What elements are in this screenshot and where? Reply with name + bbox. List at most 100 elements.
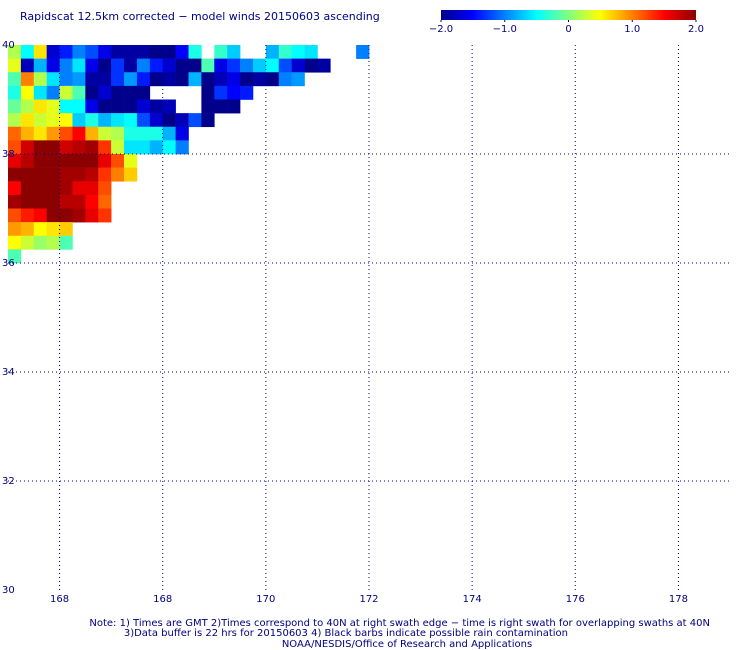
heat-cell-r7-c4 xyxy=(59,140,73,155)
heat-cell-r13-c1 xyxy=(20,222,35,237)
x-tick-label-1: 168 xyxy=(153,594,172,605)
heat-cell-r11-c5 xyxy=(72,194,86,209)
y-tick-label-0: 30 xyxy=(2,585,15,596)
heat-cell-r9-c3 xyxy=(46,167,60,182)
heat-cell-r8-c6 xyxy=(85,154,99,168)
note-line-2: 3)Data buffer is 22 hrs for 20150603 4) … xyxy=(124,628,568,639)
heat-cell-r2-c4 xyxy=(59,72,73,87)
heat-cell-r7-c5 xyxy=(72,140,86,155)
colorbar-tick-label-0: −2.0 xyxy=(429,24,453,35)
heat-cell-r3-c16 xyxy=(214,85,228,100)
heat-cell-r11-c3 xyxy=(46,194,60,209)
heat-cell-r4-c4 xyxy=(59,99,73,114)
heat-cell-r14-c0 xyxy=(8,235,22,250)
heat-cell-r0-c1 xyxy=(20,45,35,59)
heat-cell-r0-c3 xyxy=(46,45,60,59)
heat-cell-r5-c12 xyxy=(162,113,176,128)
heat-cell-r5-c10 xyxy=(136,113,151,128)
heat-cell-r10-c6 xyxy=(85,181,99,196)
heat-cell-r3-c7 xyxy=(98,85,112,100)
heat-cell-r6-c11 xyxy=(149,126,164,141)
heat-cell-r7-c13 xyxy=(175,140,189,155)
heat-cell-r10-c5 xyxy=(72,181,86,196)
heat-cell-r6-c10 xyxy=(136,126,151,141)
heat-cell-r1-c14 xyxy=(188,58,202,73)
colorbar-tick-label-2: 0 xyxy=(565,24,571,35)
heat-cell-r5-c9 xyxy=(124,113,138,128)
heat-cell-r1-c8 xyxy=(111,58,125,73)
heat-cell-r0-c23 xyxy=(304,45,318,59)
heat-cell-r11-c2 xyxy=(33,194,47,209)
heat-cell-r6-c5 xyxy=(72,126,86,141)
heat-cell-r5-c6 xyxy=(85,113,99,128)
heat-cell-r1-c5 xyxy=(72,58,86,73)
y-tick-label-5: 40 xyxy=(2,40,15,51)
heat-cell-r0-c17 xyxy=(227,45,241,59)
heat-cell-r4-c2 xyxy=(33,99,47,114)
heat-cell-r12-c4 xyxy=(59,208,73,223)
heat-cell-r2-c0 xyxy=(8,72,22,87)
heat-cell-r7-c8 xyxy=(111,140,125,155)
heat-cell-r7-c12 xyxy=(162,140,176,155)
heat-cell-r6-c12 xyxy=(162,126,176,141)
heat-cell-r10-c1 xyxy=(20,181,35,196)
heat-cell-r0-c5 xyxy=(72,45,86,59)
heat-cell-r5-c2 xyxy=(33,113,47,128)
heat-cell-r2-c2 xyxy=(33,72,47,87)
heat-cell-r1-c16 xyxy=(214,58,228,73)
heat-cell-r0-c14 xyxy=(188,45,202,59)
heat-cell-r1-c1 xyxy=(20,58,35,73)
heat-cell-r6-c0 xyxy=(8,126,22,141)
heat-cell-r3-c17 xyxy=(227,85,241,100)
heat-cell-r6-c3 xyxy=(46,126,60,141)
y-tick-label-3: 36 xyxy=(2,258,15,269)
heat-cell-r9-c9 xyxy=(124,167,138,182)
colorbar-gradient xyxy=(441,10,696,20)
heat-cell-r13-c4 xyxy=(59,222,73,237)
x-tick-label-3: 172 xyxy=(359,594,378,605)
heat-cell-r5-c13 xyxy=(175,113,189,128)
chart-title: Rapidscat 12.5km corrected − model winds… xyxy=(20,10,380,23)
heat-cell-r8-c0 xyxy=(8,154,22,168)
heat-cell-r7-c6 xyxy=(85,140,99,155)
heat-cell-r4-c7 xyxy=(98,99,112,114)
heat-cell-r6-c9 xyxy=(124,126,138,141)
heat-cell-r6-c8 xyxy=(111,126,125,141)
heat-cell-r0-c12 xyxy=(162,45,176,59)
heat-cell-r0-c2 xyxy=(33,45,47,59)
heat-cell-r8-c3 xyxy=(46,154,60,168)
heat-cell-r1-c22 xyxy=(291,58,305,73)
heat-cell-r2-c14 xyxy=(188,72,202,87)
heat-cell-r4-c9 xyxy=(124,99,138,114)
x-tick-label-6: 178 xyxy=(669,594,688,605)
x-tick-label-5: 176 xyxy=(566,594,585,605)
heat-cell-r5-c11 xyxy=(149,113,164,128)
note-line-1: Note: 1) Times are GMT 2)Times correspon… xyxy=(89,618,710,629)
x-tick-label-4: 174 xyxy=(463,594,482,605)
heat-cell-r2-c15 xyxy=(201,72,215,87)
heat-cell-r7-c1 xyxy=(20,140,35,155)
heat-cell-r10-c2 xyxy=(33,181,47,196)
heat-cell-r2-c7 xyxy=(98,72,112,87)
heat-cell-r8-c9 xyxy=(124,154,138,168)
heat-cell-r6-c1 xyxy=(20,126,35,141)
heat-cell-r4-c6 xyxy=(85,99,99,114)
heat-cell-r1-c17 xyxy=(227,58,241,73)
grid-lines xyxy=(8,45,730,590)
heat-cell-r13-c0 xyxy=(8,222,22,237)
heat-cell-r9-c6 xyxy=(85,167,99,182)
heat-cell-r1-c7 xyxy=(98,58,112,73)
heat-cell-r7-c10 xyxy=(136,140,151,155)
heat-cell-r10-c0 xyxy=(8,181,22,196)
heat-cell-r2-c21 xyxy=(278,72,292,87)
heat-cell-r1-c21 xyxy=(278,58,292,73)
heat-cell-r14-c3 xyxy=(46,235,60,250)
heat-cell-r6-c4 xyxy=(59,126,73,141)
heat-cell-r11-c0 xyxy=(8,194,22,209)
heat-cell-r4-c12 xyxy=(162,99,176,114)
heat-cell-r4-c10 xyxy=(136,99,151,114)
heat-cell-r1-c20 xyxy=(265,58,280,73)
colorbar-tick-label-4: 2.0 xyxy=(688,24,704,35)
heat-cell-r2-c8 xyxy=(111,72,125,87)
